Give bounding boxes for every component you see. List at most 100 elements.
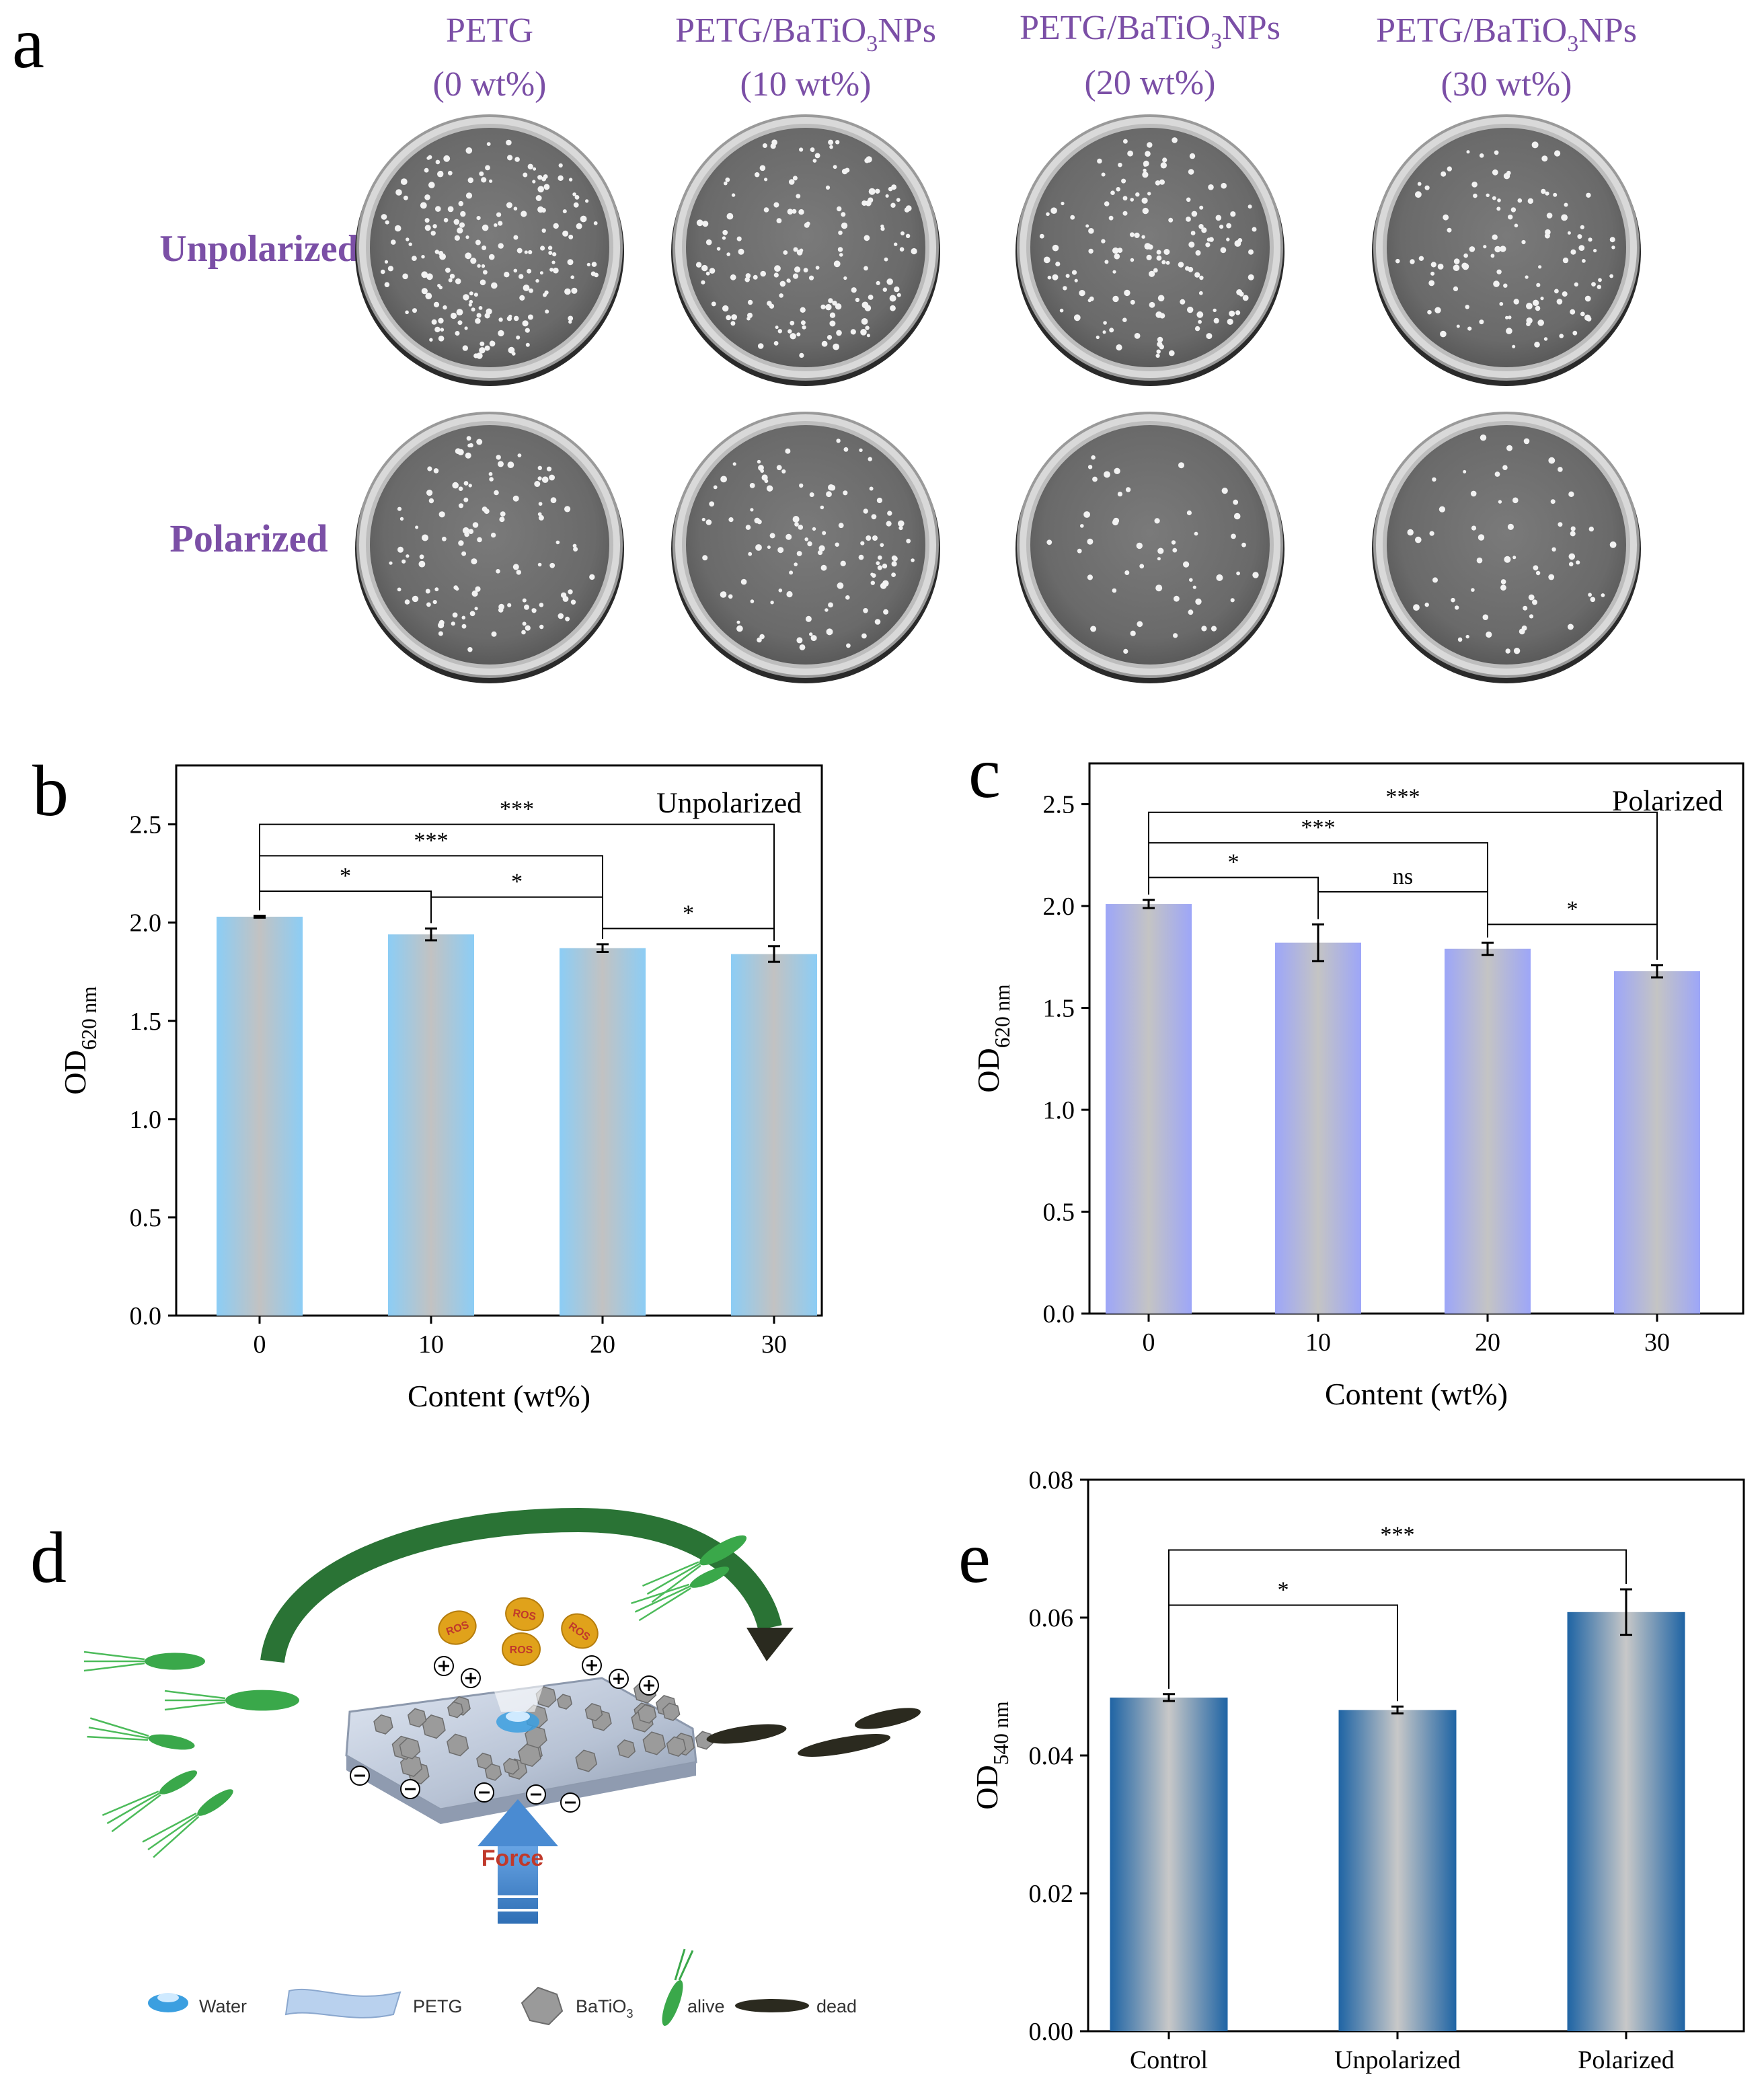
colony [1471, 525, 1477, 531]
colony [1104, 471, 1110, 478]
colony [911, 248, 917, 255]
alive-bacterium [164, 1690, 299, 1711]
colony [745, 273, 751, 278]
colony [868, 457, 872, 461]
colony [474, 607, 478, 611]
colony [438, 336, 445, 342]
bar-0 [1106, 904, 1192, 1314]
batio3-particle [484, 1763, 502, 1781]
colony [773, 341, 779, 346]
colony [781, 469, 786, 474]
colony [785, 448, 791, 454]
colony [809, 492, 814, 497]
colony [562, 230, 569, 237]
flagellum [106, 1792, 160, 1825]
colony [496, 455, 501, 460]
colony [788, 179, 795, 185]
colony [1556, 299, 1563, 305]
colony [769, 533, 775, 539]
colony [695, 262, 702, 268]
colony [435, 159, 440, 165]
colony [489, 477, 494, 482]
colony [1233, 499, 1239, 505]
colony [794, 562, 798, 566]
colony [1558, 467, 1563, 472]
colony [549, 474, 555, 481]
batio3-particle [666, 1736, 687, 1757]
colony [539, 271, 543, 275]
petg-legend-icon [284, 1988, 401, 2018]
colony [1598, 278, 1602, 282]
colony [1047, 275, 1052, 280]
colony [757, 459, 761, 464]
flagellum [651, 1564, 701, 1603]
colony [1480, 434, 1487, 441]
colony [763, 207, 769, 213]
colony [1101, 172, 1106, 177]
colony [826, 491, 832, 498]
colony [812, 159, 817, 163]
panel-b: b 0.00.51.01.52.02.50 10 20 30******* **OD62… [32, 751, 823, 1413]
colony [529, 288, 533, 293]
colony [384, 282, 390, 288]
colony [1541, 188, 1546, 194]
colony [1574, 282, 1578, 287]
colony [468, 484, 472, 488]
ros-cluster: ROS ROS ROS ROS [438, 1597, 599, 1666]
colony [891, 184, 897, 190]
colony [773, 202, 779, 208]
colony [755, 544, 762, 551]
colony [841, 222, 848, 229]
colony [744, 276, 750, 282]
colony [1206, 333, 1213, 340]
colony [1142, 172, 1149, 178]
colony [1219, 225, 1224, 229]
colony [522, 598, 527, 603]
flagellum [631, 1583, 690, 1605]
colony [537, 476, 542, 481]
colony [512, 495, 519, 502]
significance-label: * [340, 864, 351, 888]
colony [519, 295, 525, 301]
colony [1130, 299, 1135, 305]
colony [443, 305, 447, 310]
colony [1146, 254, 1152, 260]
colony [539, 603, 544, 607]
colony [1467, 326, 1472, 331]
batio3-particle [637, 1704, 657, 1724]
colony [1479, 153, 1484, 158]
colony [1494, 471, 1500, 477]
colony [1455, 605, 1459, 610]
colony [1471, 588, 1475, 592]
colony [455, 278, 461, 285]
colony [568, 320, 572, 324]
colony [1567, 231, 1571, 235]
colony [836, 330, 842, 336]
colony [471, 307, 475, 312]
colony [1122, 211, 1128, 216]
colony [1139, 564, 1145, 569]
colony [478, 306, 483, 310]
colony [805, 615, 812, 622]
colony [776, 465, 782, 471]
colony [767, 545, 771, 550]
panel-letter-b: b [32, 751, 69, 831]
colony [1534, 342, 1540, 348]
x-tick-label: Control [1130, 2046, 1208, 2074]
colony [1198, 291, 1203, 295]
colony [1570, 249, 1576, 255]
colony [877, 565, 882, 570]
colony [403, 195, 408, 200]
force-label: Force [482, 1846, 544, 1871]
colony [724, 181, 728, 186]
colony [726, 252, 730, 256]
batio3-particle [695, 1731, 714, 1750]
colony [1561, 214, 1568, 221]
colony [1046, 212, 1050, 217]
colony [451, 621, 455, 626]
y-tick-label: 1.5 [130, 1008, 162, 1036]
colony [425, 293, 432, 299]
colony [828, 139, 834, 145]
colony [1586, 192, 1591, 198]
